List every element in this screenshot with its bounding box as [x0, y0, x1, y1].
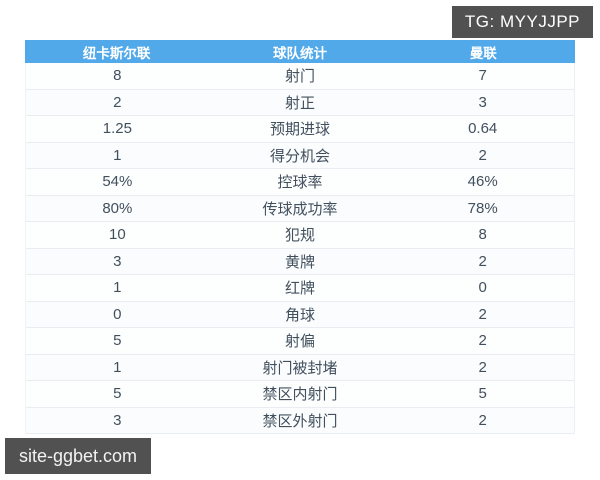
home-value: 10: [108, 226, 126, 244]
table-body: 8 射门 7 2 射正 3 1.25 预期进球 0.64 1 得分机会 2 54…: [25, 63, 575, 434]
match-stats-table: 纽卡斯尔联 球队统计 曼联 8 射门 7 2 射正 3 1.25 预期进球 0.…: [25, 40, 575, 434]
table-row: 3 黄牌 2: [26, 248, 574, 275]
table-row: 54% 控球率 46%: [26, 169, 574, 196]
stat-label: 红牌: [285, 280, 316, 298]
home-value: 8: [113, 67, 122, 85]
table-row: 5 禁区内射门 5: [26, 381, 574, 408]
table-row: 1 射门被封堵 2: [26, 354, 574, 381]
home-value: 54%: [102, 173, 133, 191]
stat-label: 射正: [285, 94, 316, 112]
home-value: 5: [113, 332, 122, 350]
stat-label: 控球率: [277, 174, 323, 192]
stat-label: 禁区内射门: [262, 386, 338, 404]
home-value: 3: [113, 411, 122, 429]
away-value: 0: [478, 279, 487, 297]
away-value: 5: [478, 385, 487, 403]
home-value: 2: [113, 93, 122, 111]
table-row: 1.25 预期进球 0.64: [26, 116, 574, 143]
away-value: 2: [478, 332, 487, 350]
table-row: 8 射门 7: [26, 63, 574, 90]
away-value: 3: [478, 93, 487, 111]
stat-label: 预期进球: [270, 121, 331, 139]
table-row: 5 射偏 2: [26, 328, 574, 355]
away-value: 2: [478, 252, 487, 270]
home-value: 1: [113, 146, 122, 164]
away-value: 2: [478, 146, 487, 164]
watermark-badge: site-ggbet.com: [5, 438, 152, 474]
header-stat-title: 球队统计: [272, 45, 327, 61]
table-row: 80% 传球成功率 78%: [26, 195, 574, 222]
stat-label: 得分机会: [270, 147, 331, 165]
stat-label: 犯规: [285, 227, 316, 245]
table-row: 1 得分机会 2: [26, 142, 574, 169]
table-row: 0 角球 2: [26, 301, 574, 328]
away-value: 7: [478, 67, 487, 85]
home-value: 5: [113, 385, 122, 403]
away-value: 8: [478, 226, 487, 244]
telegram-badge: TG: MYYJJPP: [451, 6, 593, 38]
table-row: 2 射正 3: [26, 89, 574, 116]
away-value: 2: [478, 305, 487, 323]
table-row: 1 红牌 0: [26, 275, 574, 302]
stat-label: 射门: [285, 68, 316, 86]
away-value: 2: [478, 411, 487, 429]
home-value: 1: [113, 279, 122, 297]
stat-label: 射门被封堵: [262, 359, 338, 377]
home-value: 0: [113, 305, 122, 323]
away-value: 0.64: [468, 120, 498, 138]
table-header: 纽卡斯尔联 球队统计 曼联: [25, 40, 575, 63]
stat-label: 禁区外射门: [262, 412, 338, 430]
header-home-team: 纽卡斯尔联: [82, 45, 151, 61]
home-value: 1: [113, 358, 122, 376]
away-value: 78%: [467, 199, 498, 217]
home-value: 3: [113, 252, 122, 270]
stat-label: 黄牌: [285, 253, 316, 271]
home-value: 1.25: [102, 120, 132, 138]
header-away-team: 曼联: [469, 45, 497, 61]
table-row: 3 禁区外射门 2: [26, 407, 574, 434]
away-value: 46%: [467, 173, 498, 191]
stat-label: 角球: [285, 306, 316, 324]
table-row: 10 犯规 8: [26, 222, 574, 249]
home-value: 80%: [102, 199, 133, 217]
away-value: 2: [478, 358, 487, 376]
stat-label: 射偏: [285, 333, 316, 351]
stat-label: 传球成功率: [262, 200, 338, 218]
